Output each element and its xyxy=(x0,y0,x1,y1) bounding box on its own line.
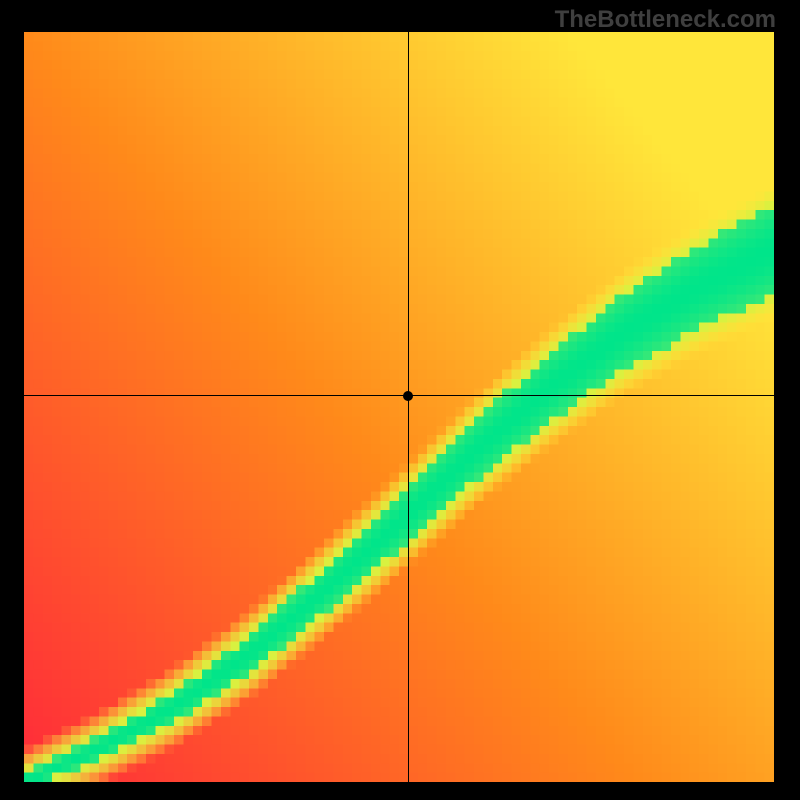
crosshair-horizontal-line xyxy=(24,395,774,396)
outer-frame: TheBottleneck.com xyxy=(0,0,800,800)
crosshair-vertical-line xyxy=(408,32,409,782)
heatmap-canvas xyxy=(24,32,774,782)
crosshair-dot xyxy=(403,391,413,401)
watermark-text: TheBottleneck.com xyxy=(555,6,776,34)
